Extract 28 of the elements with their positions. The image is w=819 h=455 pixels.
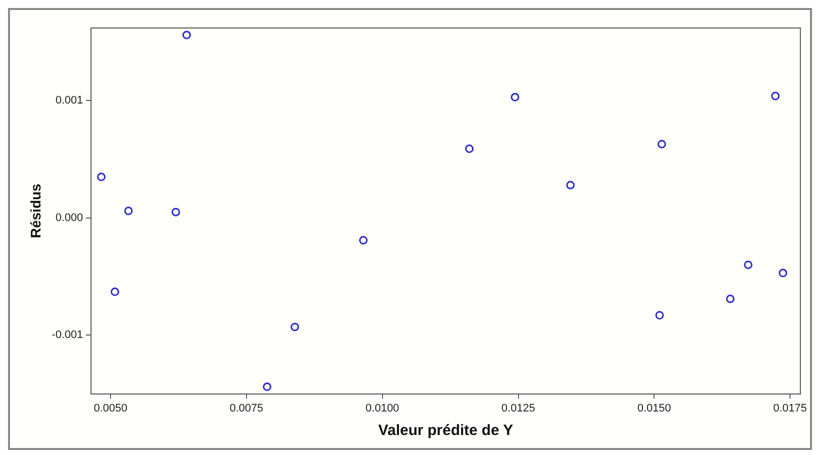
point [465,144,474,154]
point [110,288,120,296]
x-tick-label: 0.0125 [501,402,536,414]
x-tick-label: 0.0050 [94,402,128,414]
y-tick-label: 0.000 [55,212,83,224]
point [778,268,788,278]
x-axis-title: Valeur prédite de Y [378,422,514,440]
point [97,172,106,182]
y-tick-label: -0.001 [52,329,83,342]
point [566,180,575,190]
point [744,260,752,270]
y-axis-title: Résidus [27,183,44,238]
x-tick-label: 0.0175 [773,402,807,414]
point [182,30,191,40]
x-tick-label: 0.0075 [230,402,264,414]
point [290,322,300,332]
point [655,310,664,320]
x-tick-label: 0.0100 [366,402,400,414]
y-tick-label: 0.001 [55,94,83,107]
point [172,208,180,216]
x-tick-label: 0.0150 [637,402,671,414]
point [262,382,272,392]
point [771,92,780,100]
point [124,206,133,216]
point [726,294,735,304]
point [510,92,520,102]
point [658,140,666,148]
point [359,236,368,244]
